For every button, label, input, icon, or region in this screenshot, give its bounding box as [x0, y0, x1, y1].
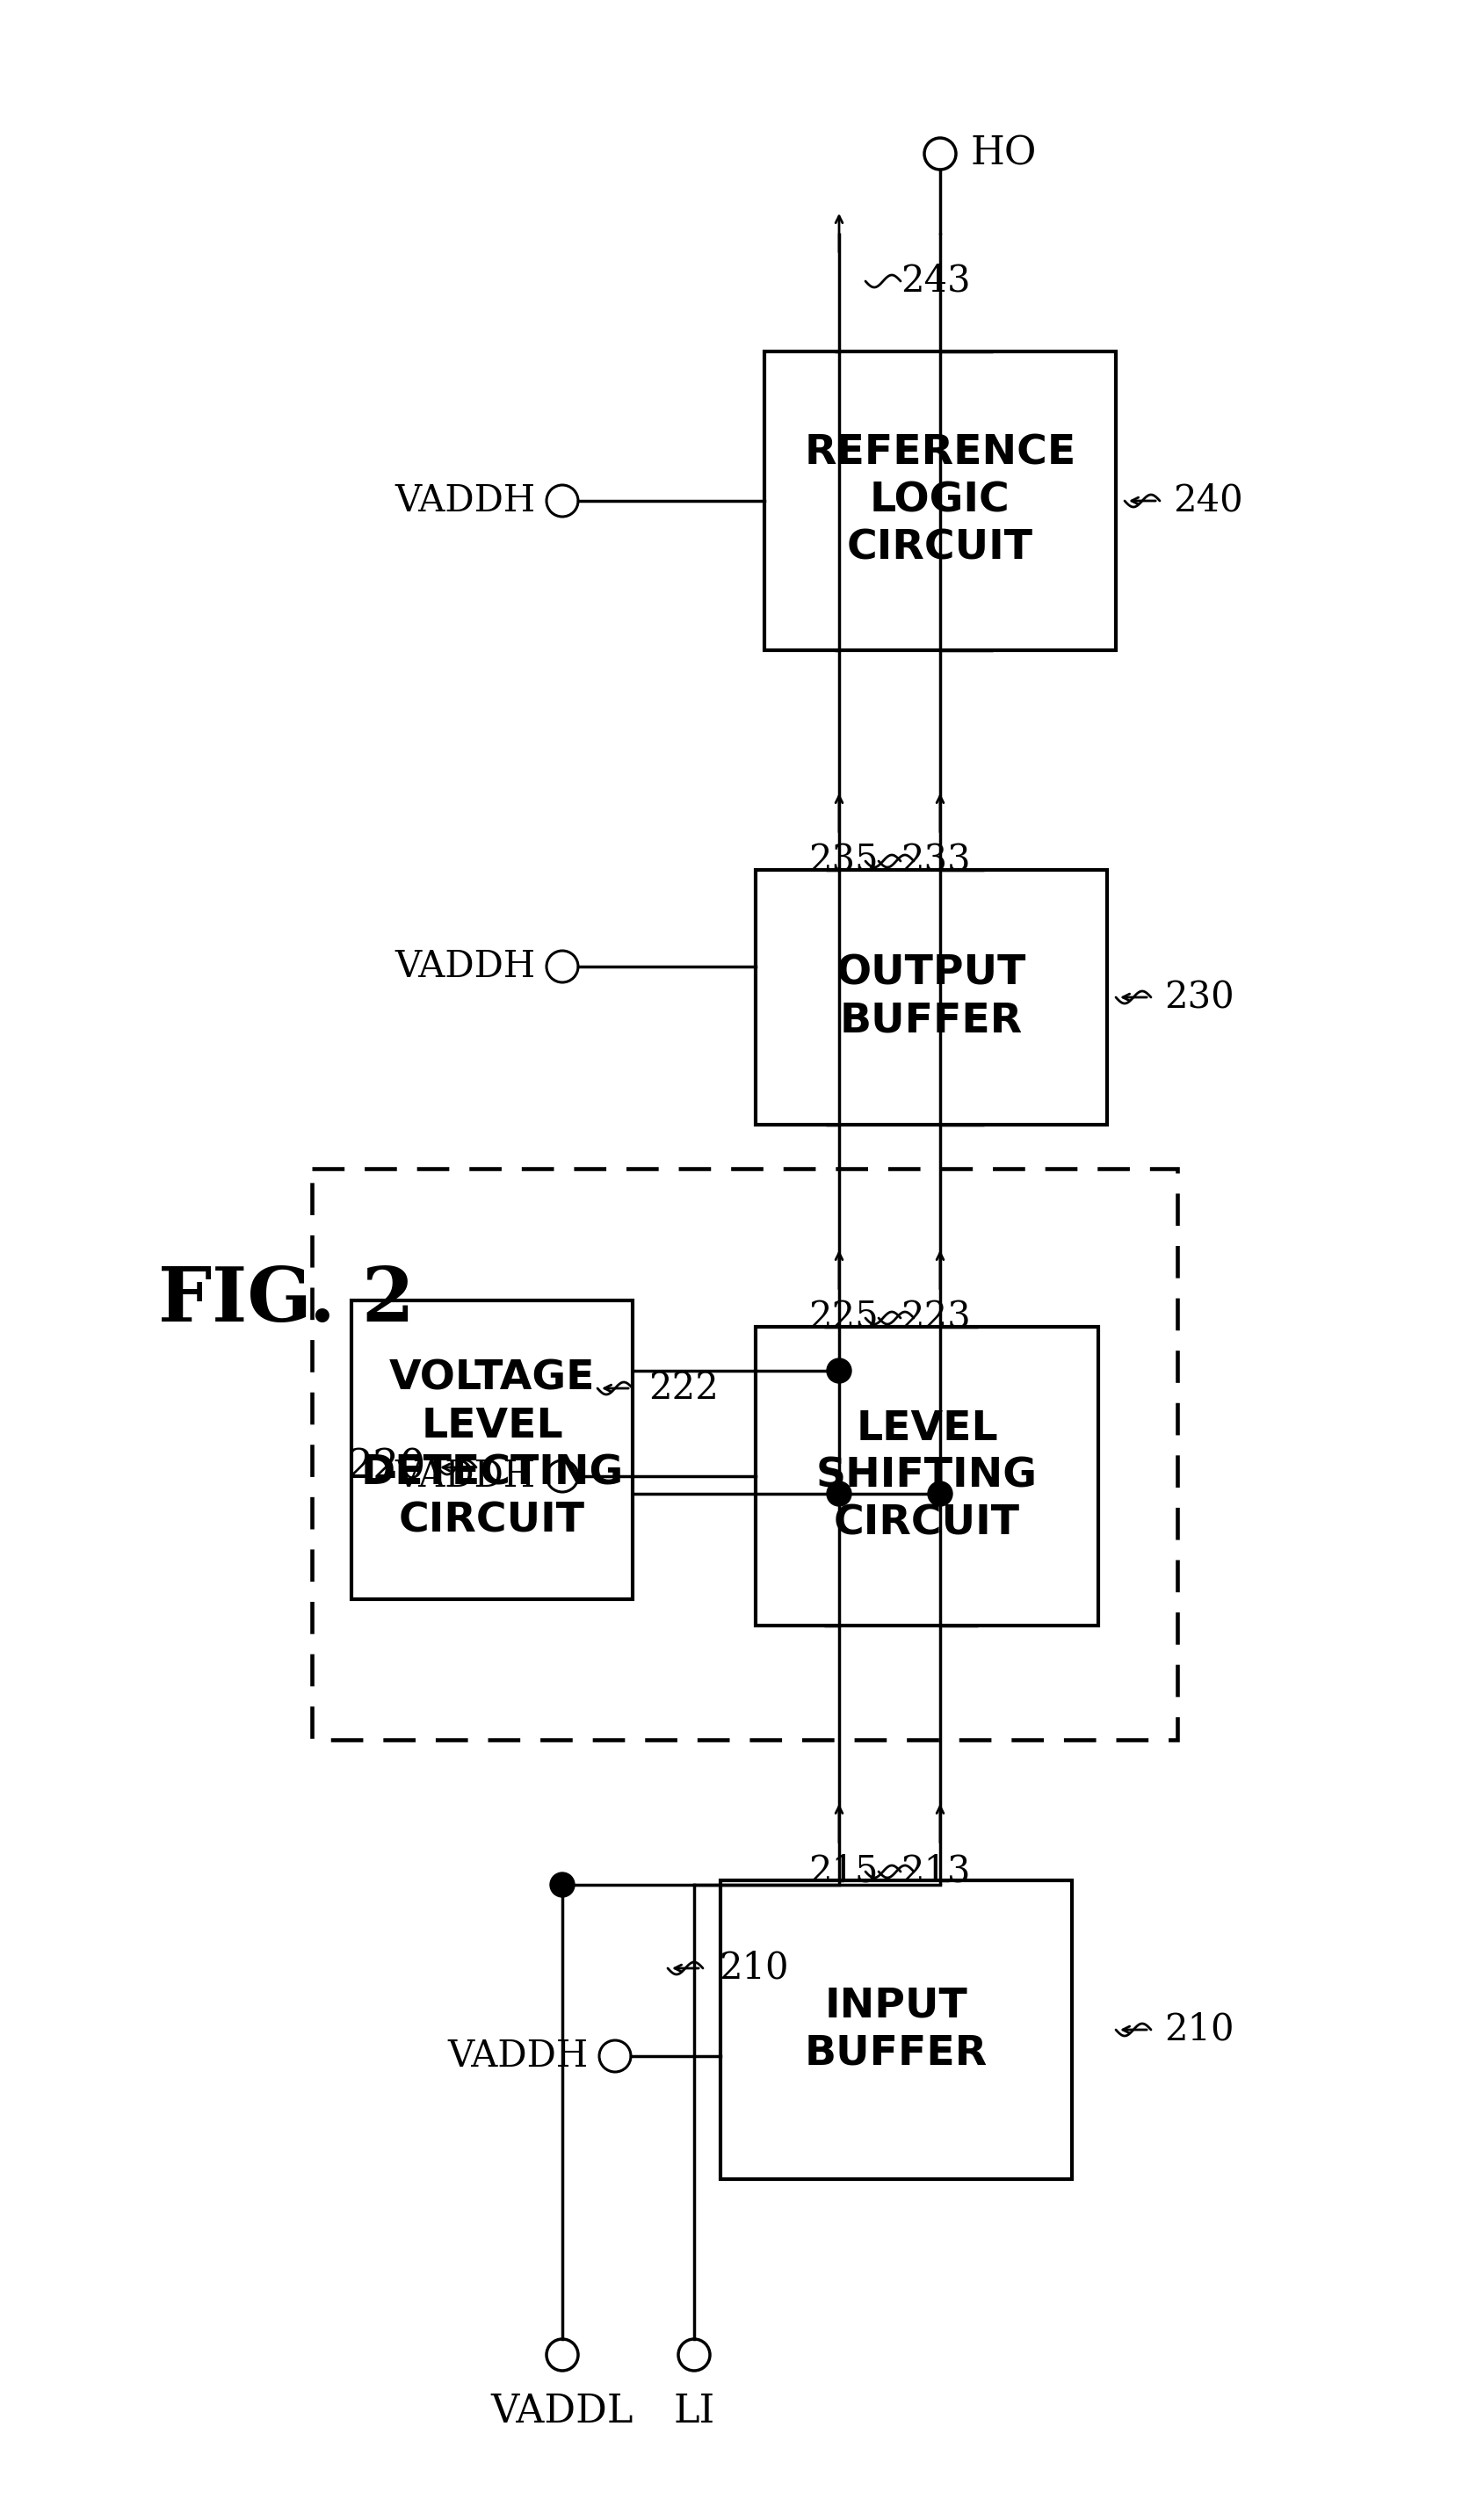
Bar — [720, 1880, 1071, 2180]
Bar — [755, 1326, 1098, 1626]
Text: 233: 233 — [901, 842, 971, 880]
Circle shape — [928, 1481, 951, 1506]
Text: 215: 215 — [809, 1852, 879, 1890]
Text: 220: 220 — [347, 1448, 426, 1486]
Text: 243: 243 — [901, 263, 971, 301]
Text: 235: 235 — [809, 842, 879, 880]
Text: 230: 230 — [1163, 980, 1233, 1015]
Text: VADDH: VADDH — [395, 481, 536, 519]
Bar — [764, 351, 1114, 649]
Text: INPUT
BUFFER: INPUT BUFFER — [804, 1987, 987, 2072]
Text: 240: 240 — [1172, 481, 1242, 519]
Bar — [352, 1301, 632, 1599]
Text: LEVEL
SHIFTING
CIRCUIT: LEVEL SHIFTING CIRCUIT — [816, 1408, 1037, 1544]
Text: REFERENCE
LOGIC
CIRCUIT: REFERENCE LOGIC CIRCUIT — [804, 434, 1076, 569]
Text: 223: 223 — [901, 1301, 971, 1336]
Text: VADDH: VADDH — [448, 2037, 588, 2075]
Text: 210: 210 — [718, 1950, 788, 1987]
Circle shape — [549, 1872, 574, 1897]
Text: VADDH: VADDH — [395, 1458, 536, 1494]
Circle shape — [827, 1481, 850, 1506]
Bar — [755, 870, 1107, 1125]
Bar — [312, 1168, 1177, 1739]
Text: LI: LI — [672, 2393, 714, 2431]
Circle shape — [827, 1358, 850, 1383]
Text: 225: 225 — [809, 1301, 879, 1336]
Text: HO: HO — [971, 135, 1036, 173]
Text: 213: 213 — [901, 1852, 971, 1890]
Text: 222: 222 — [649, 1371, 718, 1406]
Text: VADDH: VADDH — [395, 947, 536, 985]
Text: FIG. 2: FIG. 2 — [159, 1263, 414, 1338]
Text: 210: 210 — [1163, 2012, 1233, 2047]
Text: OUTPUT
BUFFER: OUTPUT BUFFER — [835, 955, 1025, 1040]
Text: VADDL: VADDL — [491, 2393, 634, 2431]
Text: VOLTAGE
LEVEL
DETECTING
CIRCUIT: VOLTAGE LEVEL DETECTING CIRCUIT — [361, 1358, 623, 1541]
